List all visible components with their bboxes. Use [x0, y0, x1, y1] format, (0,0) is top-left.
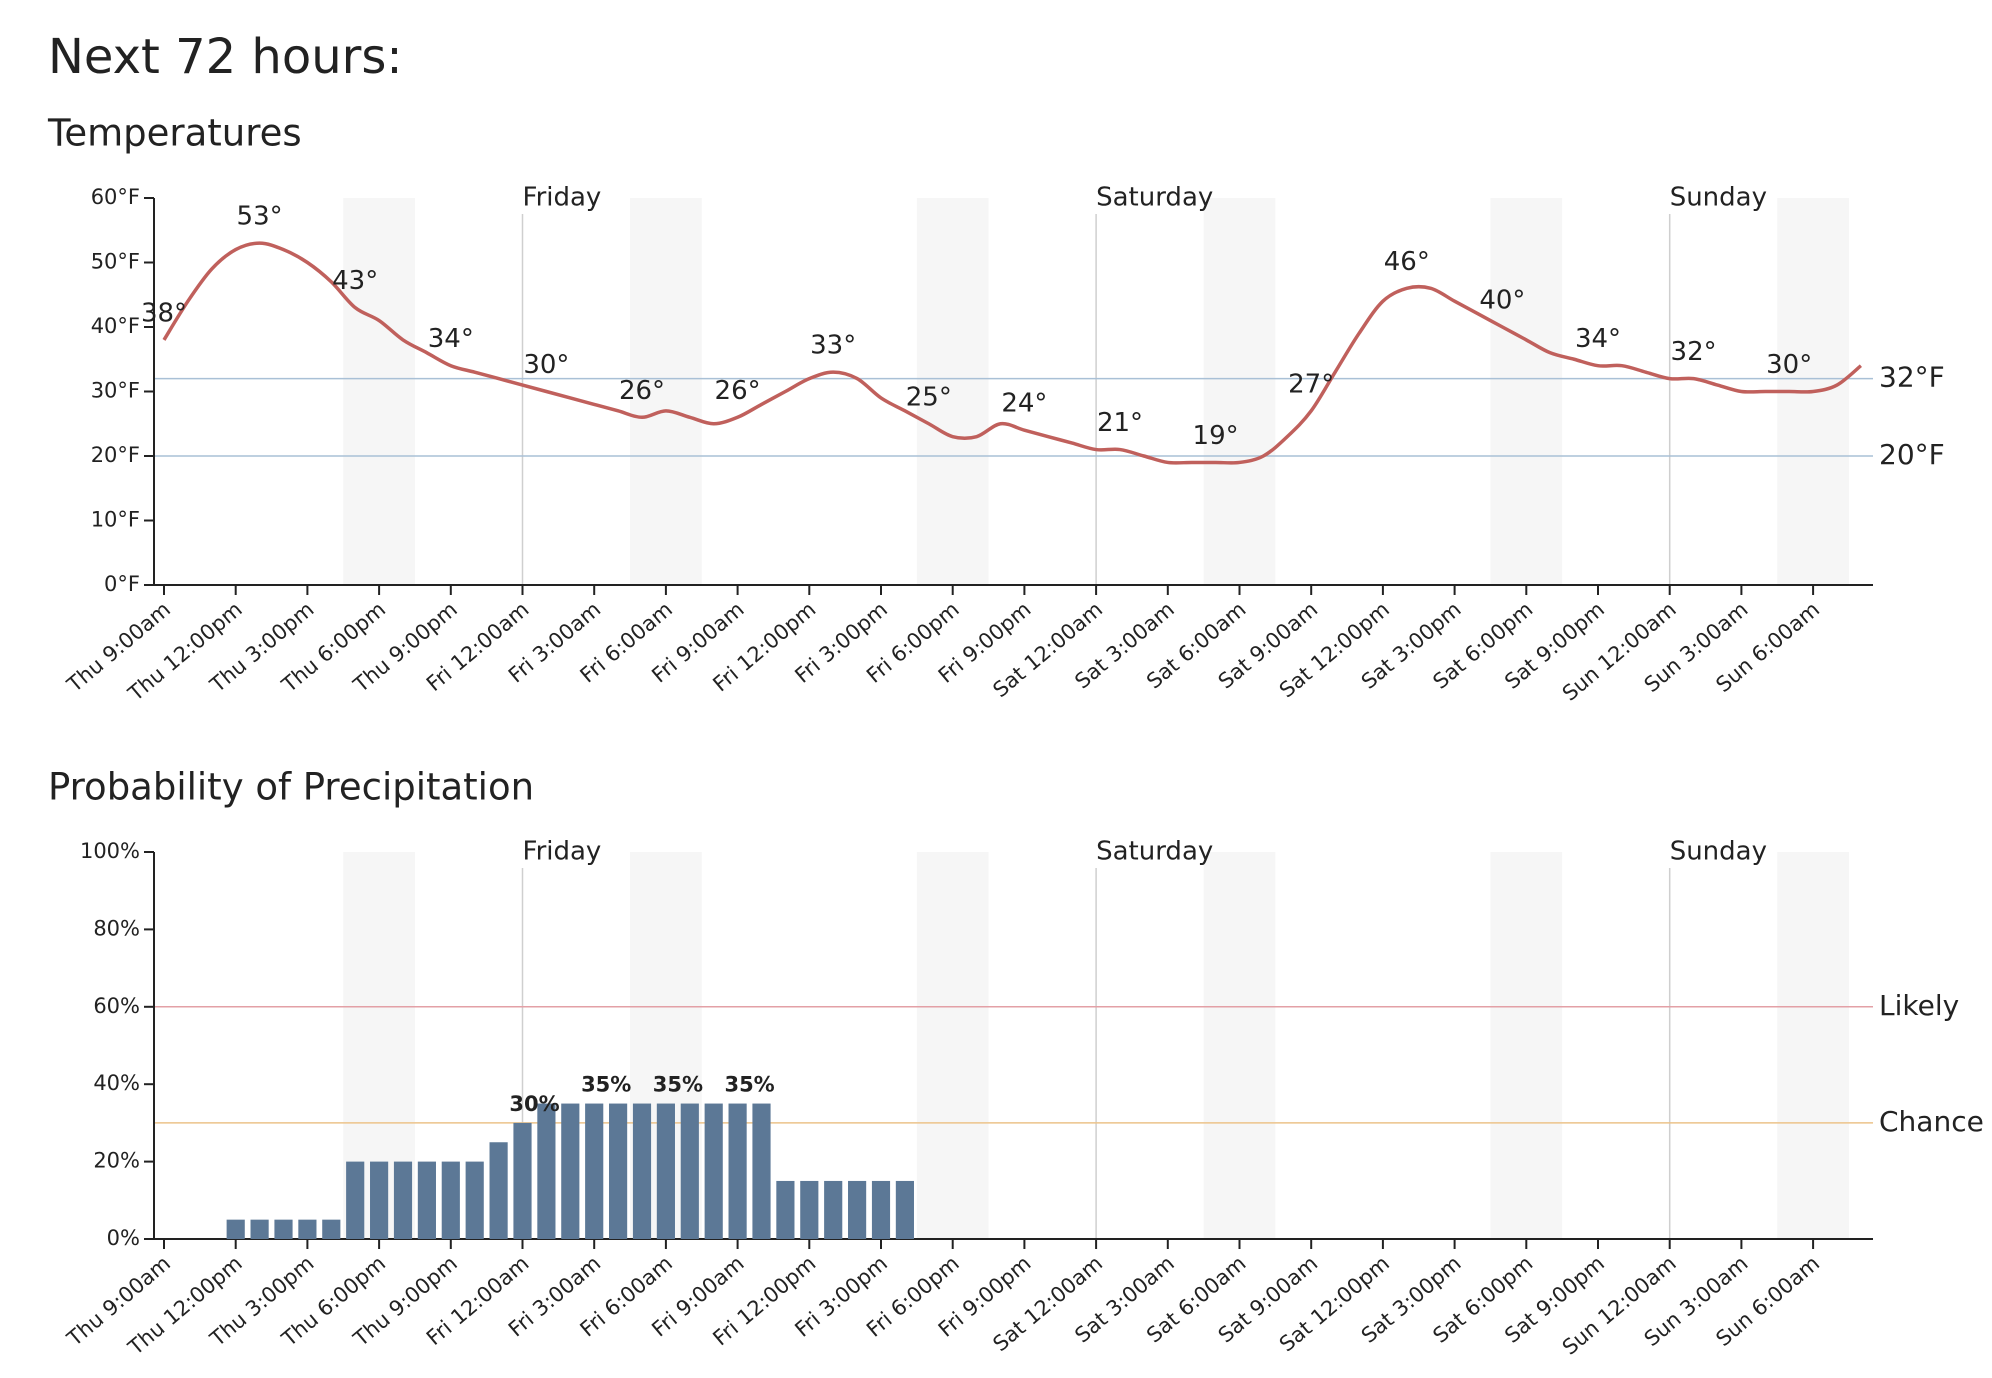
day-label: Saturday: [1096, 183, 1213, 213]
value-label: 35%: [653, 1073, 703, 1097]
y-tick-label: 50°F: [91, 250, 140, 274]
value-label: 21°: [1097, 408, 1143, 438]
reference-label: Chance: [1879, 1105, 1984, 1138]
bar: [441, 1161, 460, 1239]
bar: [393, 1161, 413, 1239]
bar: [346, 1161, 365, 1239]
y-tick-label: 60°F: [91, 185, 140, 209]
value-label: 25°: [906, 382, 952, 412]
bar: [561, 1103, 580, 1239]
y-tick-label: 40%: [93, 1071, 140, 1095]
y-tick-label: 10°F: [91, 508, 140, 532]
value-label: 30°: [1766, 350, 1812, 380]
night-band: [343, 198, 415, 585]
bar: [728, 1103, 747, 1239]
chart-title: Temperatures: [47, 112, 302, 155]
day-label: Saturday: [1096, 837, 1213, 867]
value-label: 34°: [428, 324, 474, 354]
value-label: 53°: [237, 202, 283, 232]
bar: [632, 1103, 652, 1239]
value-label: 35%: [724, 1073, 774, 1097]
bar: [489, 1142, 508, 1239]
value-label: 24°: [1001, 389, 1047, 419]
value-label: 34°: [1575, 324, 1621, 354]
value-label: 19°: [1193, 421, 1239, 451]
reference-label: 20°F: [1879, 438, 1945, 471]
value-label: 46°: [1384, 247, 1430, 277]
value-label: 38°: [141, 298, 187, 328]
y-tick-label: 80%: [93, 916, 140, 940]
bar: [752, 1103, 771, 1239]
y-tick-label: 30°F: [91, 379, 140, 403]
night-band: [916, 852, 989, 1239]
value-label: 35%: [581, 1073, 631, 1097]
reference-label: Likely: [1879, 989, 1959, 1022]
bar: [585, 1103, 604, 1239]
value-label: 27°: [1288, 369, 1334, 399]
night-band: [630, 198, 702, 585]
y-tick-label: 20%: [93, 1149, 140, 1173]
bar: [513, 1122, 532, 1239]
bar: [776, 1180, 795, 1239]
page-title: Next 72 hours:: [48, 29, 403, 85]
value-label: 26°: [715, 376, 761, 406]
y-tick-label: 20°F: [91, 443, 140, 467]
night-band: [1490, 852, 1563, 1239]
reference-label: 32°F: [1879, 361, 1945, 394]
y-tick-label: 100%: [80, 839, 140, 863]
bar: [226, 1219, 245, 1239]
value-label: 32°: [1671, 337, 1717, 367]
night-band: [1203, 852, 1276, 1239]
bar: [704, 1103, 723, 1239]
y-tick-label: 0°F: [104, 572, 140, 596]
night-band: [1203, 198, 1276, 585]
bar: [895, 1180, 914, 1239]
y-tick-label: 60%: [93, 994, 140, 1018]
bar: [656, 1103, 675, 1239]
y-tick-label: 0%: [107, 1226, 140, 1250]
value-label: 33°: [810, 331, 856, 361]
chart-title: Probability of Precipitation: [48, 766, 534, 809]
bar: [680, 1103, 699, 1239]
value-label: 40°: [1479, 286, 1525, 316]
night-band: [916, 198, 989, 585]
bar: [537, 1103, 556, 1239]
value-label: 30°: [523, 350, 569, 380]
day-label: Sunday: [1670, 837, 1767, 867]
bar: [298, 1219, 317, 1239]
night-band: [1777, 852, 1849, 1239]
value-label: 30%: [509, 1092, 559, 1116]
y-tick-label: 40°F: [91, 314, 140, 338]
value-label: 43°: [332, 266, 378, 296]
bar: [274, 1219, 293, 1239]
bar: [800, 1180, 819, 1239]
bar: [465, 1161, 484, 1239]
day-label: Sunday: [1670, 183, 1767, 213]
day-label: Friday: [523, 183, 602, 213]
night-band: [1490, 198, 1563, 585]
bar: [824, 1180, 843, 1239]
bar: [871, 1180, 891, 1239]
value-label: 26°: [619, 376, 665, 406]
bar: [848, 1180, 867, 1239]
bar: [417, 1161, 436, 1239]
bar: [609, 1103, 628, 1239]
bar: [250, 1219, 269, 1239]
bar: [322, 1219, 341, 1239]
bar: [370, 1161, 389, 1239]
temperature-line: [162, 241, 1863, 465]
day-label: Friday: [523, 837, 602, 867]
